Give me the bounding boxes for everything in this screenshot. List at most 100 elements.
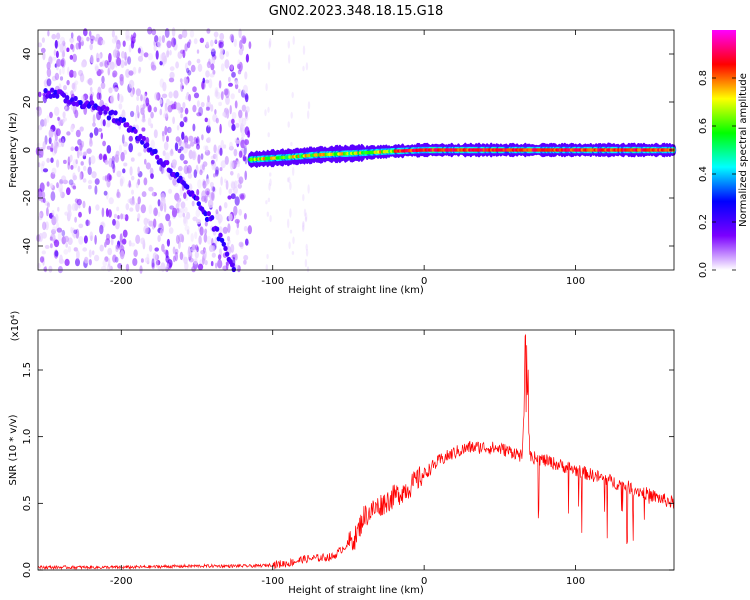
heatmap-noise-cell — [127, 183, 133, 188]
heatmap-noise-cell — [54, 39, 58, 49]
heatmap-noise-cell — [90, 54, 94, 64]
heatmap-noise-cell — [183, 216, 187, 224]
snr-marks — [37, 333, 675, 571]
heatmap-noise-cell — [128, 180, 131, 188]
heatmap-noise-cell — [243, 225, 248, 232]
heatmap-noise-cell — [231, 118, 235, 125]
heatmap-y-axis-label: Frequency (Hz) — [8, 112, 19, 188]
heatmap-noise-cell — [131, 175, 135, 181]
heatmap-noise-cell — [194, 250, 199, 259]
heatmap-noise-cell — [70, 226, 73, 234]
heatmap-noise-cell — [234, 80, 239, 86]
heatmap-noise-cell — [154, 247, 159, 252]
heatmap-noise-cell — [140, 49, 144, 57]
heatmap-noise-cell — [153, 207, 159, 217]
heatmap-noise-cell — [186, 229, 190, 235]
heatmap-noise-cell — [181, 131, 185, 140]
heatmap-track-cell — [203, 211, 208, 217]
heatmap-noise-cell — [218, 101, 223, 107]
heatmap-noise-cell — [161, 35, 165, 43]
heatmap-noise-cell — [63, 159, 67, 164]
heatmap-track-cell — [229, 262, 235, 268]
snr-panel: -200 -100 0 100 0.0 0.5 1.0 1.5 Height of strai… — [8, 311, 675, 596]
heatmap-noise-cell — [174, 251, 178, 262]
heatmap-noise-cell — [238, 48, 244, 56]
heatmap-noise-cell — [228, 76, 231, 83]
heatmap-noise-cell — [145, 97, 150, 107]
heatmap-noise-cell — [125, 203, 130, 211]
heatmap-noise-cell — [114, 154, 120, 163]
heatmap-noise-cell — [169, 205, 175, 210]
heatmap-track-cell — [155, 154, 160, 160]
heatmap-noise-cell — [104, 59, 109, 69]
heatmap-noise-cell — [197, 179, 202, 189]
heatmap-noise-cell — [287, 40, 290, 49]
heatmap-noise-cell — [179, 186, 183, 197]
heatmap-noise-cell — [89, 35, 95, 41]
heatmap-noise-cell — [119, 233, 123, 243]
heatmap-noise-cell — [111, 30, 115, 38]
heatmap-noise-cell — [171, 103, 177, 110]
heatmap-noise-cell — [211, 57, 216, 65]
heatmap-noise-cell — [61, 175, 67, 182]
heatmap-noise-cell — [193, 169, 197, 179]
heatmap-noise-cell — [292, 236, 295, 245]
heatmap-noise-cell — [183, 160, 188, 165]
heatmap-noise-cell — [166, 171, 170, 177]
heatmap-noise-cell — [302, 222, 305, 231]
heatmap-noise-cell — [89, 86, 93, 93]
heatmap-noise-cell — [89, 43, 93, 51]
heatmap-noise-cell — [46, 67, 52, 78]
heatmap-noise-cell — [108, 61, 112, 72]
heatmap-noise-cell — [177, 51, 183, 59]
heatmap-noise-cell — [147, 26, 153, 35]
heatmap-noise-cell — [101, 266, 107, 271]
heatmap-noise-cell — [46, 202, 51, 208]
heatmap-track-cell — [141, 135, 146, 142]
heatmap-noise-cell — [218, 248, 222, 254]
heatmap-noise-cell — [161, 167, 166, 174]
heatmap-noise-cell — [235, 160, 241, 165]
heatmap-noise-cell — [304, 212, 308, 221]
heatmap-noise-cell — [49, 147, 54, 152]
heatmap-noise-cell — [191, 244, 196, 251]
heatmap-noise-cell — [144, 158, 147, 165]
heatmap-track-cell — [209, 215, 215, 221]
heatmap-noise-cell — [164, 102, 168, 112]
heatmap-noise-cell — [96, 57, 100, 63]
heatmap-noise-cell — [73, 247, 78, 252]
heatmap-x-tick-label: 0 — [421, 276, 427, 287]
heatmap-noise-cell — [86, 148, 92, 154]
heatmap-y-tick-label: 0 — [22, 147, 33, 153]
heatmap-noise-cell — [40, 119, 45, 127]
heatmap-noise-cell — [292, 166, 295, 176]
heatmap-noise-cell — [220, 91, 224, 101]
heatmap-noise-cell — [111, 160, 115, 169]
heatmap-track-cell — [218, 232, 223, 238]
heatmap-noise-cell — [237, 172, 240, 180]
heatmap-noise-cell — [205, 188, 211, 196]
heatmap-noise-cell — [43, 266, 47, 272]
heatmap-track-cell — [61, 92, 67, 98]
heatmap-noise-cell — [245, 238, 249, 246]
heatmap-noise-cell — [193, 258, 198, 265]
heatmap-noise-cell — [234, 100, 238, 109]
heatmap-noise-cell — [197, 63, 203, 72]
heatmap-noise-cell — [150, 173, 154, 180]
heatmap-noise-cell — [180, 113, 183, 119]
heatmap-noise-cell — [141, 118, 146, 123]
heatmap-noise-cell — [291, 251, 295, 255]
heatmap-noise-cell — [66, 79, 70, 86]
heatmap-track-cell — [125, 122, 130, 128]
heatmap-noise-cell — [164, 152, 170, 162]
heatmap-noise-cell — [244, 116, 249, 121]
heatmap-noise-cell — [243, 145, 247, 156]
heatmap-noise-cell — [238, 109, 243, 119]
heatmap-noise-cell — [201, 190, 207, 200]
heatmap-noise-cell — [102, 140, 106, 147]
heatmap-noise-cell — [115, 150, 120, 157]
heatmap-noise-cell — [57, 232, 62, 242]
heatmap-noise-cell — [229, 33, 235, 42]
heatmap-noise-cell — [223, 88, 229, 96]
